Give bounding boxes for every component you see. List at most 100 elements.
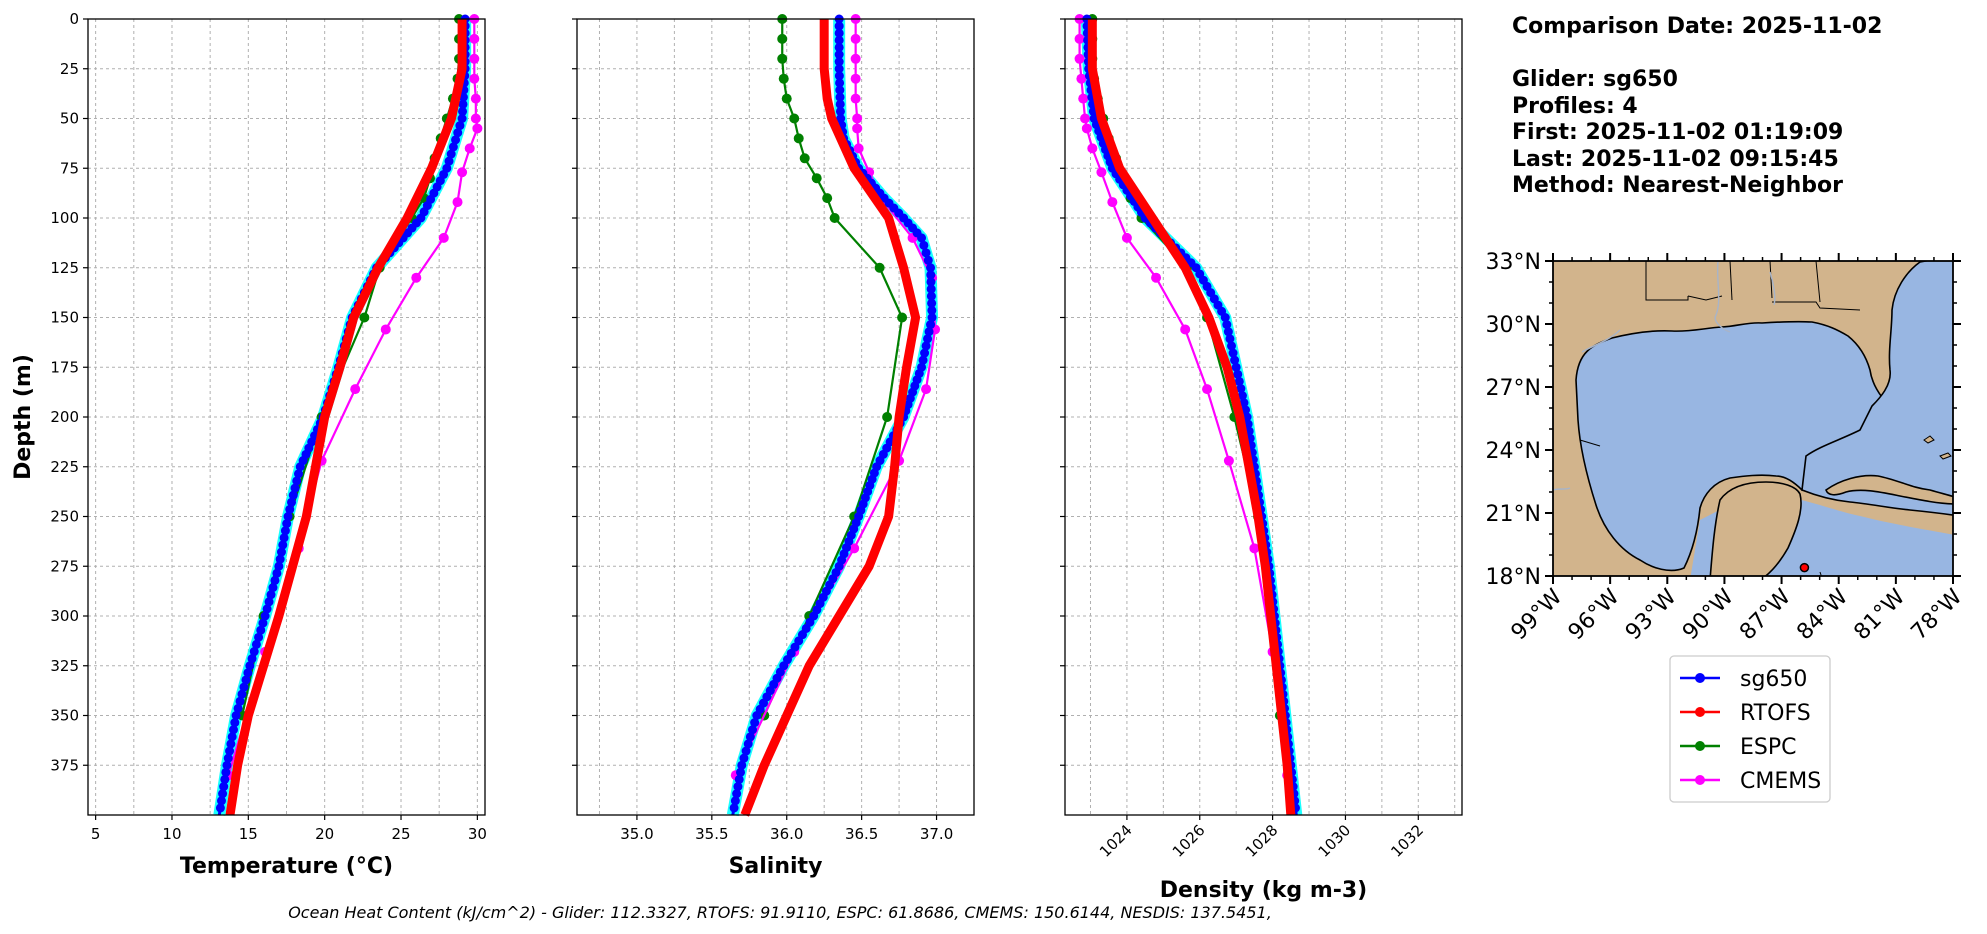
data-point-cmems (853, 143, 864, 154)
y-tick-label: 100 (50, 209, 79, 227)
data-point-sg650 (279, 533, 289, 543)
data-point-sg650 (836, 114, 846, 123)
data-point-sg650 (1223, 327, 1233, 337)
data-point-espc (882, 412, 893, 422)
y-tick-label: 300 (50, 607, 79, 625)
map-lon-label: 78°W (1907, 584, 1968, 645)
data-point-cmems (438, 232, 449, 243)
data-point-sg650 (292, 476, 302, 486)
y-tick-label: 275 (50, 557, 79, 575)
data-point-espc (811, 173, 822, 184)
y-axis-label: Depth (m) (11, 354, 36, 480)
data-point-sg650 (220, 774, 230, 784)
data-point-sg650 (923, 255, 933, 265)
map-lat-label: 24°N (1486, 439, 1541, 464)
data-point-cmems (1096, 167, 1107, 178)
data-point-sg650 (1236, 384, 1246, 394)
data-point-cmems (852, 123, 863, 134)
data-point-sg650 (834, 50, 844, 60)
data-point-sg650 (927, 298, 937, 308)
y-tick-label: 375 (50, 756, 79, 774)
data-point-cmems (469, 33, 480, 44)
data-point-sg650 (270, 575, 280, 585)
data-point-sg650 (1231, 362, 1241, 372)
data-point-sg650 (225, 746, 235, 756)
data-point-cmems (472, 123, 483, 134)
x-tick-label: 25 (391, 825, 410, 843)
data-point-espc (799, 153, 810, 164)
data-point-cmems (1107, 197, 1118, 208)
x-tick-label: 1028 (1242, 821, 1282, 861)
data-point-cmems (850, 53, 861, 64)
data-point-sg650 (458, 92, 468, 102)
data-point-sg650 (835, 78, 845, 88)
legend-label-espc: ESPC (1740, 735, 1797, 760)
data-point-cmems (1180, 324, 1191, 335)
data-point-sg650 (249, 647, 259, 657)
map-lon-label: 90°W (1678, 584, 1739, 645)
data-point-sg650 (926, 284, 936, 294)
bahamas (1923, 435, 1952, 460)
data-point-cmems (1074, 53, 1085, 64)
x-tick-label: 37.0 (920, 825, 953, 843)
data-point-espc (778, 73, 789, 84)
data-point-cmems (921, 384, 932, 395)
data-point-espc (359, 312, 370, 323)
data-point-sg650 (739, 753, 749, 763)
first-profile-time: First: 2025-11-02 01:19:09 (1512, 120, 1844, 145)
data-point-sg650 (254, 632, 264, 642)
data-point-sg650 (216, 796, 226, 806)
data-point-sg650 (458, 106, 468, 116)
data-point-sg650 (1225, 334, 1235, 344)
data-point-cmems (469, 73, 480, 84)
profile-panel-2: 35.0 35.5 36.0 36.5 37.0 Salinity (572, 14, 975, 879)
data-point-sg650 (287, 497, 297, 507)
data-point-espc (897, 312, 908, 323)
data-point-espc (793, 133, 804, 144)
x-tick-label: 5 (91, 825, 101, 843)
x-tick-label: 1030 (1315, 821, 1355, 861)
data-point-sg650 (1227, 341, 1237, 351)
profile-panel-3: 1024 1026 1028 1030 1032 Density (kg m-3) (1060, 14, 1463, 903)
data-point-cmems (1223, 455, 1234, 466)
data-point-espc (777, 53, 788, 64)
data-point-sg650 (295, 462, 305, 472)
data-point-sg650 (741, 746, 751, 756)
data-point-cmems (1080, 113, 1091, 124)
data-point-sg650 (920, 348, 930, 358)
yucatan-peninsula (1709, 481, 1802, 576)
legend: sg650 RTOFS ESPC CMEMS (1669, 655, 1831, 803)
last-profile-time: Last: 2025-11-02 09:15:45 (1512, 146, 1839, 172)
y-tick-label: 125 (50, 259, 79, 277)
data-point-sg650 (1242, 412, 1252, 422)
profile-panel-1: 0 25 50 75 100 125 150 175 200 225 250 275 300 325 350… (11, 10, 487, 879)
borders (1579, 261, 1861, 576)
data-point-sg650 (745, 732, 755, 742)
data-point-sg650 (282, 519, 292, 529)
data-point-sg650 (752, 711, 762, 720)
data-point-sg650 (834, 42, 844, 52)
data-point-sg650 (917, 233, 927, 243)
legend-marker-espc (1695, 741, 1705, 751)
data-point-sg650 (923, 334, 933, 344)
data-point-sg650 (283, 512, 293, 521)
data-point-sg650 (1241, 405, 1251, 415)
data-point-sg650 (926, 277, 936, 287)
data-point-sg650 (251, 639, 261, 649)
data-point-sg650 (237, 689, 247, 699)
data-point-sg650 (262, 604, 272, 614)
data-point-sg650 (1239, 398, 1249, 408)
data-point-espc (777, 33, 788, 44)
data-point-cmems (1087, 143, 1098, 154)
data-point-sg650 (834, 57, 844, 67)
map-lat-label: 27°N (1486, 376, 1541, 401)
data-point-cmems (1151, 272, 1162, 283)
interpolation-method: Method: Nearest-Neighbor (1512, 173, 1843, 198)
data-point-sg650 (1233, 369, 1243, 379)
data-point-cmems (852, 113, 863, 124)
data-point-espc (789, 113, 800, 124)
location-map: 33°N 30°N 27°N 24°N 21°N 18°N99°W96°W93°W90°W… (1486, 250, 1968, 645)
data-point-sg650 (245, 661, 255, 671)
data-point-sg650 (275, 554, 285, 564)
map-lon-label: 99°W (1507, 584, 1568, 645)
